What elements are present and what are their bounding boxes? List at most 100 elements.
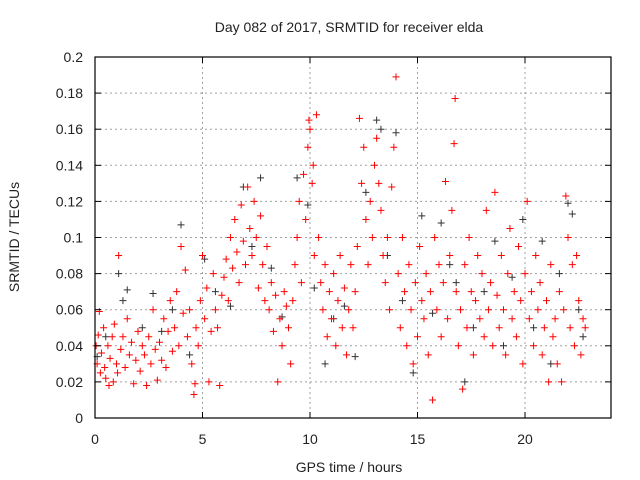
- data-point-black: [149, 289, 157, 297]
- data-point-black: [538, 237, 546, 245]
- data-point-red: [305, 116, 313, 124]
- data-point-black: [362, 188, 370, 196]
- data-point-red: [287, 360, 295, 368]
- data-point-red: [476, 315, 484, 323]
- data-point-red: [115, 252, 123, 260]
- data-point-red: [269, 327, 277, 335]
- data-point-red: [547, 261, 555, 269]
- data-point-red: [278, 342, 286, 350]
- y-tick-label: 0.16: [56, 121, 83, 137]
- data-point-red: [517, 297, 525, 305]
- data-point-red: [153, 376, 161, 384]
- data-point-red: [132, 356, 140, 364]
- data-point-red: [411, 279, 419, 287]
- data-point-black: [568, 210, 576, 218]
- data-point-red: [117, 345, 125, 353]
- data-point-red: [319, 306, 327, 314]
- data-point-red: [110, 320, 118, 328]
- data-point-red: [222, 255, 230, 263]
- data-point-black: [201, 255, 209, 263]
- data-point-black: [547, 360, 555, 368]
- data-point-red: [105, 382, 113, 390]
- data-point-red: [491, 188, 499, 196]
- data-point-red: [386, 306, 394, 314]
- data-point-red: [166, 297, 174, 305]
- y-tick-label: 0.18: [56, 85, 83, 101]
- plot-frame: [94, 56, 612, 419]
- data-point-black: [437, 219, 445, 227]
- data-point-red: [519, 360, 527, 368]
- data-point-black: [138, 324, 146, 332]
- data-point-red: [130, 380, 138, 388]
- data-point-red: [345, 306, 353, 314]
- data-point-red: [484, 306, 492, 314]
- data-point-red: [392, 73, 400, 81]
- data-point-red: [364, 261, 372, 269]
- data-point-red: [540, 324, 548, 332]
- x-axis-label: GPS time / hours: [296, 459, 403, 475]
- data-point-red: [409, 360, 417, 368]
- data-point-red: [543, 297, 550, 305]
- data-point-red: [224, 297, 232, 305]
- y-tick-label: 0: [75, 410, 83, 426]
- data-point-red: [190, 391, 198, 399]
- data-point-red: [134, 327, 142, 335]
- data-point-black: [377, 125, 385, 133]
- data-point-red: [125, 351, 133, 359]
- data-point-red: [515, 243, 523, 251]
- data-point-red: [422, 270, 430, 278]
- data-point-red: [175, 342, 183, 350]
- data-point-red: [353, 243, 361, 251]
- data-point-red: [191, 380, 199, 388]
- data-point-black: [267, 264, 275, 272]
- data-point-red: [332, 342, 340, 350]
- data-point-red: [340, 284, 348, 292]
- data-point-red: [173, 288, 181, 296]
- data-point-red: [309, 161, 317, 169]
- data-point-red: [444, 315, 452, 323]
- data-point-red: [203, 284, 211, 292]
- data-point-red: [452, 288, 460, 296]
- data-point-red: [530, 342, 538, 350]
- data-point-red: [463, 324, 471, 332]
- data-point-red: [418, 297, 426, 305]
- data-point-red: [263, 243, 271, 251]
- data-point-red: [196, 297, 204, 305]
- data-point-red: [555, 288, 563, 296]
- data-point-black: [248, 243, 256, 251]
- data-point-red: [349, 324, 357, 332]
- data-point-red: [265, 306, 273, 314]
- data-point-red: [147, 360, 155, 368]
- data-point-red: [186, 306, 194, 314]
- data-point-red: [512, 333, 520, 341]
- data-point-red: [214, 324, 222, 332]
- data-point-red: [244, 183, 252, 191]
- data-point-red: [487, 279, 495, 287]
- data-point-red: [469, 351, 477, 359]
- data-point-red: [114, 369, 122, 377]
- data-point-red: [151, 345, 159, 353]
- data-point-red: [497, 252, 505, 260]
- data-point-black: [579, 333, 587, 341]
- data-point-red: [293, 234, 301, 241]
- data-point-red: [237, 201, 245, 209]
- data-point-red: [109, 378, 117, 386]
- data-point-red: [312, 111, 320, 119]
- y-tick-label: 0.04: [56, 338, 83, 354]
- data-point-red: [536, 279, 544, 287]
- data-point-red: [527, 288, 535, 296]
- data-point-red: [420, 315, 428, 323]
- data-point-red: [568, 261, 576, 269]
- data-point-black: [418, 212, 426, 220]
- data-point-red: [285, 324, 292, 332]
- data-point-red: [495, 324, 503, 332]
- data-point-red: [216, 382, 224, 390]
- data-point-red: [168, 347, 176, 355]
- data-point-red: [276, 315, 284, 323]
- data-point-black: [186, 351, 194, 359]
- data-point-red: [360, 143, 368, 151]
- data-point-red: [143, 382, 151, 390]
- data-point-red: [506, 224, 514, 232]
- data-point-black: [564, 199, 572, 207]
- data-point-red: [317, 279, 325, 287]
